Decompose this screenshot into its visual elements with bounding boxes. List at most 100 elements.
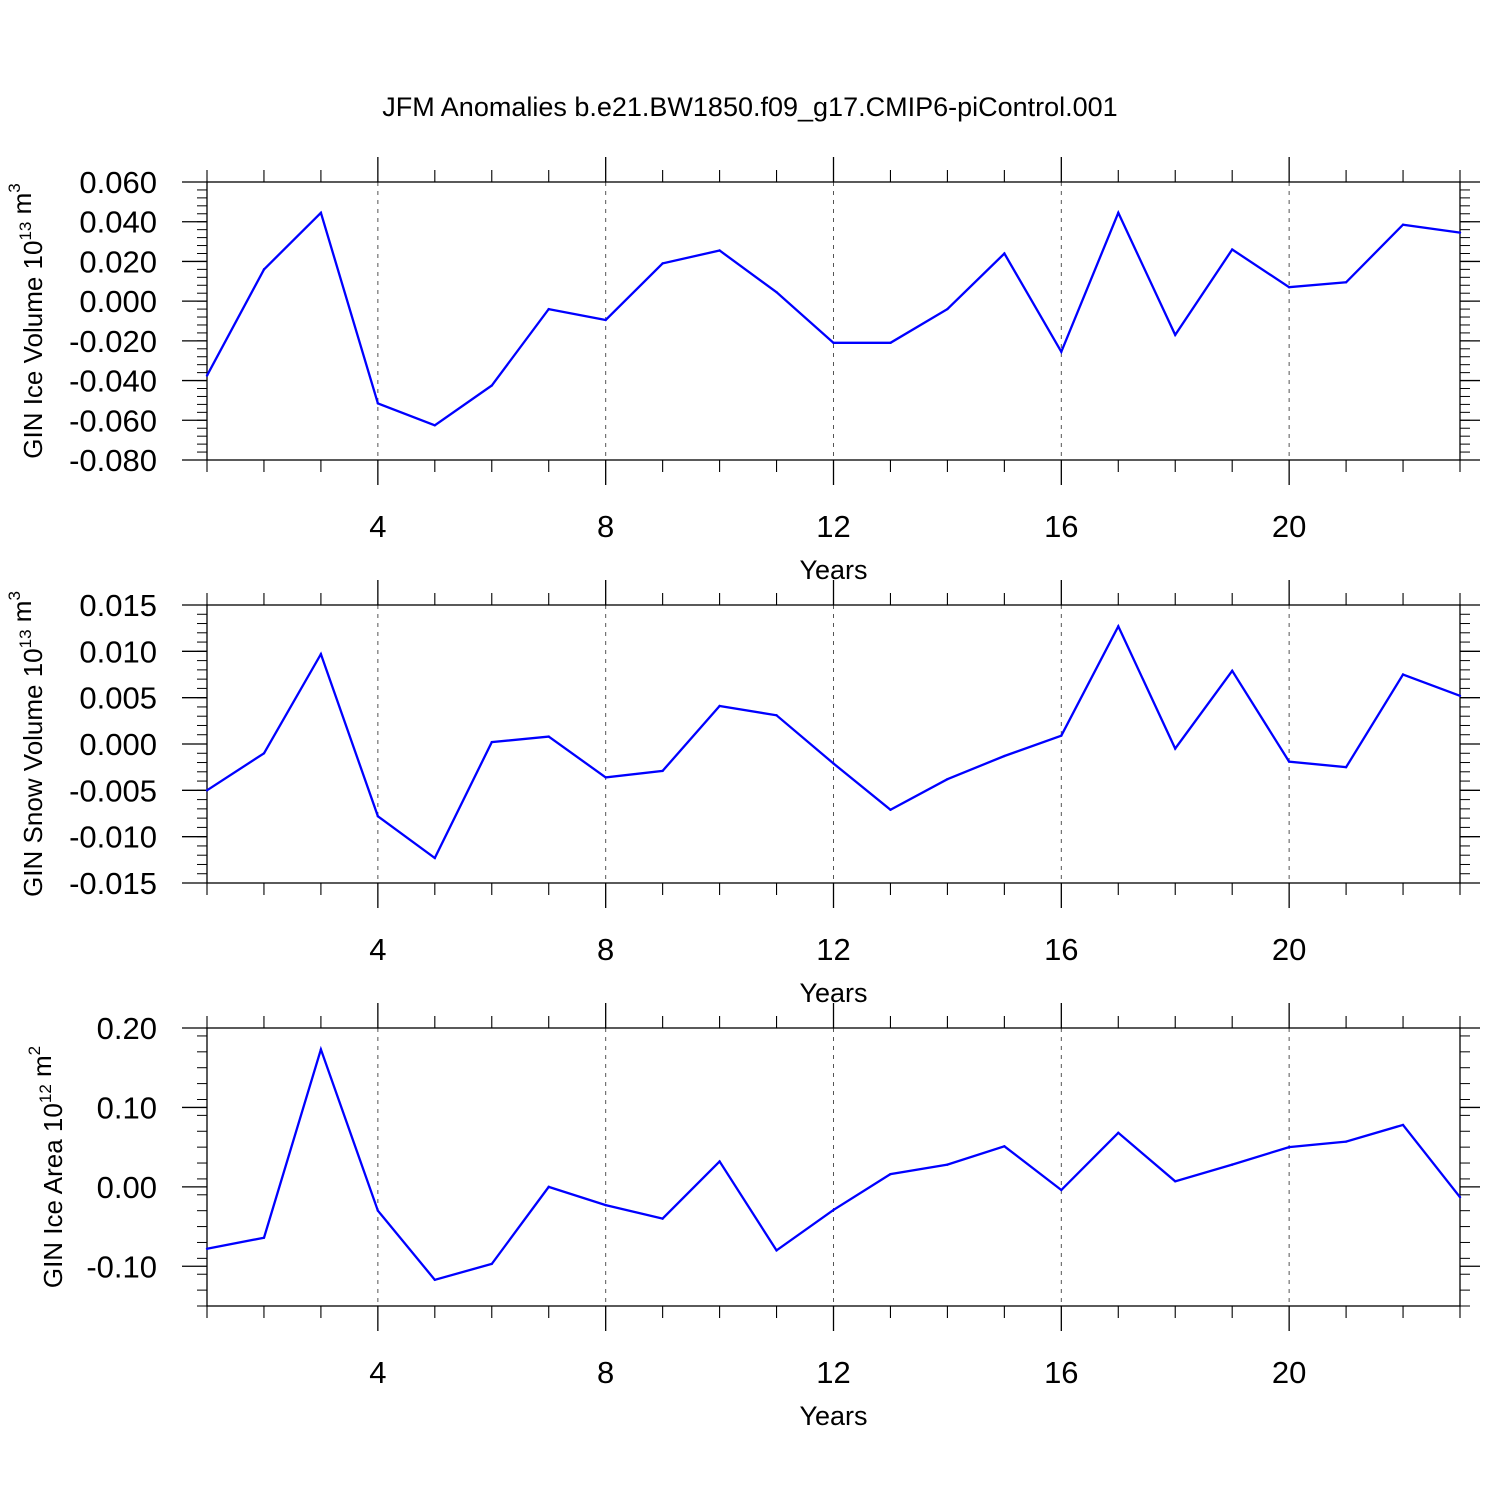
- y-axis-label-part: 10: [18, 648, 48, 677]
- y-tick-label: 0.10: [97, 1090, 157, 1125]
- x-tick-label: 4: [369, 509, 386, 544]
- panel-snow-volume: -0.015 -0.010 -0.005 0.000 0.005 0.010 0.015 4 8…: [5, 580, 1480, 1008]
- data-point: [718, 249, 721, 252]
- data-point: [1458, 1195, 1462, 1199]
- y-axis-label-superscript: 3: [5, 183, 24, 192]
- x-tick-label: 12: [816, 1355, 850, 1390]
- y-tick-label: -0.005: [69, 773, 157, 808]
- y-tick-label: 0.20: [97, 1011, 157, 1046]
- data-point: [433, 856, 437, 860]
- y-axis-label: GIN Snow Volume 1013 m3: [5, 591, 48, 897]
- x-tick-label: 4: [369, 1355, 386, 1390]
- data-point: [433, 424, 437, 427]
- data-point: [1344, 765, 1348, 769]
- x-tick-label: 16: [1044, 1355, 1078, 1390]
- y-axis-label-superscript: 13: [16, 629, 35, 648]
- data-point: [889, 808, 892, 811]
- y-tick-label: 0.010: [79, 634, 157, 669]
- data-point: [490, 740, 493, 744]
- y-axis-label-part: 10: [38, 1103, 68, 1132]
- y-axis-label-superscript: 3: [5, 591, 24, 600]
- data-point: [1117, 625, 1120, 628]
- data-point: [547, 1185, 550, 1189]
- data-point: [1117, 1131, 1120, 1135]
- data-point: [547, 307, 550, 311]
- y-axis-label: GIN Ice Volume 1013 m3: [5, 183, 48, 459]
- data-point: [1401, 223, 1405, 226]
- data-point: [946, 307, 949, 311]
- y-tick-label: 0.015: [79, 588, 157, 623]
- data-point: [946, 1163, 949, 1166]
- data-point: [1230, 248, 1234, 251]
- panel-ice-area: -0.10 0.00 0.10 0.20 4 8 12 16 20 Years GIN Ice Ar…: [25, 1003, 1480, 1431]
- data-point: [1287, 286, 1291, 289]
- data-point: [604, 1203, 607, 1207]
- data-point: [1003, 252, 1006, 255]
- data-point: [1174, 333, 1177, 337]
- x-tick-label: 16: [1044, 509, 1078, 544]
- y-tick-label: -0.040: [69, 364, 157, 399]
- y-axis-label-part: GIN Ice Volume: [18, 269, 48, 458]
- y-tick-label: 0.040: [79, 205, 157, 240]
- data-point: [490, 1262, 493, 1266]
- x-axis-label: Years: [799, 1401, 867, 1431]
- data-point: [1003, 754, 1006, 758]
- y-axis-label-part: m: [7, 601, 37, 630]
- y-tick-label: 0.020: [79, 244, 157, 279]
- data-point: [718, 1160, 721, 1163]
- y-axis-label-part: GIN Ice Area: [38, 1132, 68, 1288]
- data-point: [1287, 1145, 1291, 1149]
- x-tick-label: 16: [1044, 932, 1078, 967]
- data-point: [1230, 669, 1234, 672]
- x-tick-label: 20: [1272, 932, 1306, 967]
- data-point: [718, 704, 721, 708]
- x-tick-label: 20: [1272, 509, 1306, 544]
- y-tick-label: -0.060: [69, 403, 157, 438]
- y-tick-label: 0.00: [97, 1170, 157, 1205]
- y-axis-label-part: GIN Snow Volume: [18, 677, 48, 897]
- x-tick-label: 12: [816, 509, 850, 544]
- data-point: [661, 769, 664, 773]
- data-point: [376, 402, 380, 405]
- data-point: [433, 1278, 437, 1281]
- x-tick-label: 8: [597, 1355, 614, 1390]
- data-point: [262, 268, 266, 271]
- y-axis-label-part: m: [27, 1055, 57, 1084]
- data-point: [319, 211, 323, 214]
- data-point: [1401, 673, 1405, 676]
- x-tick-label: 8: [597, 932, 614, 967]
- data-point: [1174, 1180, 1177, 1183]
- panel-ice-volume: -0.080 -0.060 -0.040 -0.020 0.000 0.020 0.040 0…: [5, 157, 1480, 585]
- y-tick-label: -0.010: [69, 820, 157, 855]
- y-tick-label: 0.000: [79, 284, 157, 319]
- data-point: [547, 735, 550, 738]
- data-point: [832, 762, 835, 765]
- x-tick-label: 4: [369, 932, 386, 967]
- data-point: [1230, 1163, 1234, 1166]
- data-point: [661, 262, 664, 265]
- y-axis-label-superscript: 12: [36, 1084, 55, 1103]
- data-point: [1458, 694, 1462, 698]
- data-point: [1401, 1123, 1405, 1127]
- y-tick-label: 0.060: [79, 165, 157, 200]
- data-point: [205, 374, 209, 377]
- y-tick-label: 0.000: [79, 727, 157, 762]
- data-point: [1060, 1188, 1063, 1192]
- data-point: [604, 776, 607, 779]
- data-point: [1458, 231, 1462, 234]
- data-point: [889, 1172, 892, 1176]
- data-point: [319, 1048, 323, 1051]
- y-axis-label-part: 10: [18, 241, 48, 270]
- data-point: [262, 752, 266, 755]
- x-tick-label: 12: [816, 932, 850, 967]
- data-point: [376, 815, 380, 818]
- x-tick-label: 8: [597, 509, 614, 544]
- data-point: [604, 318, 607, 322]
- y-tick-label: -0.10: [86, 1249, 157, 1284]
- data-point: [1344, 281, 1348, 284]
- data-point: [490, 384, 493, 387]
- data-point: [775, 1249, 778, 1252]
- data-point: [661, 1217, 664, 1220]
- data-point: [775, 714, 778, 717]
